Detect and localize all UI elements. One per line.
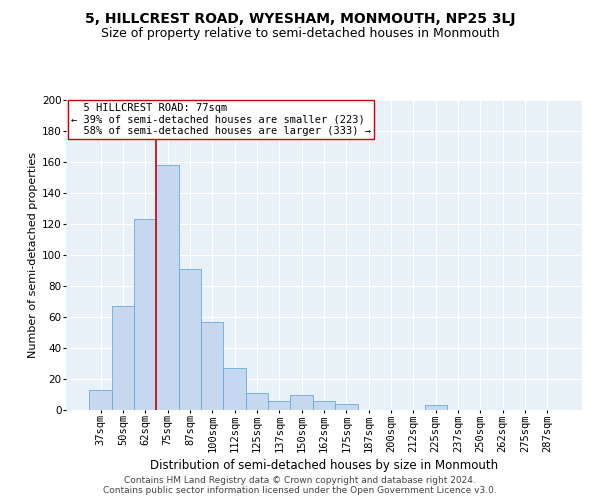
Bar [112, 306, 134, 410]
Bar [89, 390, 112, 410]
Text: 5 HILLCREST ROAD: 77sqm
← 39% of semi-detached houses are smaller (223)
  58% of: 5 HILLCREST ROAD: 77sqm ← 39% of semi-de… [71, 103, 371, 136]
X-axis label: Distribution of semi-detached houses by size in Monmouth: Distribution of semi-detached houses by … [150, 458, 498, 471]
Text: Contains HM Land Registry data © Crown copyright and database right 2024.
Contai: Contains HM Land Registry data © Crown c… [103, 476, 497, 495]
Bar [179, 269, 201, 410]
Text: Size of property relative to semi-detached houses in Monmouth: Size of property relative to semi-detach… [101, 28, 499, 40]
Bar [313, 400, 335, 410]
Bar [157, 165, 179, 410]
Bar [223, 368, 246, 410]
Bar [268, 400, 290, 410]
Text: 5, HILLCREST ROAD, WYESHAM, MONMOUTH, NP25 3LJ: 5, HILLCREST ROAD, WYESHAM, MONMOUTH, NP… [85, 12, 515, 26]
Bar [335, 404, 358, 410]
Y-axis label: Number of semi-detached properties: Number of semi-detached properties [28, 152, 38, 358]
Bar [425, 406, 447, 410]
Bar [201, 322, 223, 410]
Bar [246, 393, 268, 410]
Bar [134, 220, 157, 410]
Bar [290, 394, 313, 410]
